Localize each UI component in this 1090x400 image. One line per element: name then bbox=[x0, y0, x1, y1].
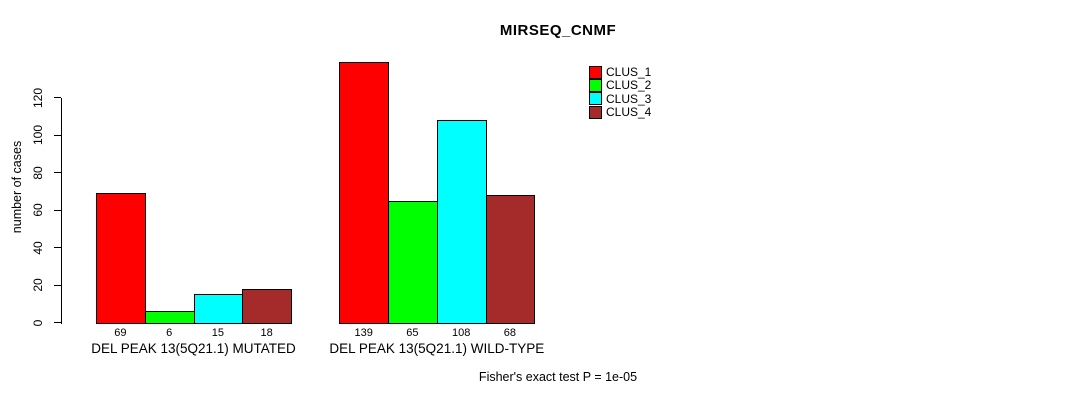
chart-title: MIRSEQ_CNMF bbox=[499, 22, 617, 39]
legend-swatch-CLUS_3 bbox=[589, 92, 602, 106]
y-axis-tick-label: 40 bbox=[31, 240, 45, 255]
y-axis-tick bbox=[54, 209, 61, 211]
bar-value-label: 65 bbox=[406, 327, 419, 339]
y-axis-tick bbox=[54, 284, 61, 286]
bar-CLUS_2-group1 bbox=[144, 311, 195, 324]
y-axis-tick-label: 80 bbox=[31, 165, 45, 180]
bar-CLUS_4-group2 bbox=[485, 195, 536, 324]
y-axis-tick-label: 100 bbox=[31, 124, 45, 146]
y-axis-tick bbox=[54, 172, 61, 173]
bar-CLUS_3-group2 bbox=[436, 120, 487, 324]
bar-CLUS_2-group2 bbox=[388, 200, 438, 324]
bar-value-label: 69 bbox=[114, 327, 127, 339]
y-axis-line bbox=[61, 97, 62, 324]
legend-label-CLUS_3: CLUS_3 bbox=[606, 91, 652, 106]
y-axis-tick bbox=[54, 97, 61, 98]
legend-label-CLUS_4: CLUS_4 bbox=[606, 105, 652, 120]
legend-swatch-CLUS_1 bbox=[589, 65, 602, 79]
y-axis-tick-label: 0 bbox=[31, 319, 45, 326]
y-axis-tick bbox=[54, 134, 61, 136]
y-axis-tick-label: 120 bbox=[31, 87, 45, 108]
category-label: DEL PEAK 13(5Q21.1) WILD-TYPE bbox=[329, 341, 545, 356]
bar-value-label: 139 bbox=[354, 327, 373, 339]
bar-CLUS_1-group2 bbox=[339, 61, 390, 324]
bar-value-label: 68 bbox=[503, 327, 517, 339]
y-axis-tick-label: 60 bbox=[31, 203, 45, 217]
bar-value-label: 108 bbox=[451, 327, 471, 339]
bar-value-label: 18 bbox=[260, 327, 273, 339]
legend-label-CLUS_1: CLUS_1 bbox=[606, 65, 652, 79]
y-axis-tick bbox=[54, 247, 61, 248]
legend-swatch-CLUS_4 bbox=[589, 105, 602, 119]
y-axis-tick bbox=[54, 322, 61, 323]
bar-value-label: 6 bbox=[166, 327, 173, 339]
category-label: DEL PEAK 13(5Q21.1) MUTATED bbox=[91, 341, 296, 356]
legend-swatch-CLUS_2 bbox=[589, 78, 602, 92]
bar-CLUS_1-group1 bbox=[96, 193, 146, 324]
legend-label-CLUS_2: CLUS_2 bbox=[606, 78, 652, 93]
bar-CLUS_3-group1 bbox=[193, 294, 244, 324]
y-axis-label: number of cases bbox=[10, 140, 24, 234]
y-axis-tick-label: 20 bbox=[31, 278, 45, 292]
fisher-test-annotation: Fisher's exact test P = 1e-05 bbox=[478, 370, 638, 384]
bar-CLUS_4-group1 bbox=[242, 288, 292, 324]
bar-value-label: 15 bbox=[211, 327, 224, 339]
